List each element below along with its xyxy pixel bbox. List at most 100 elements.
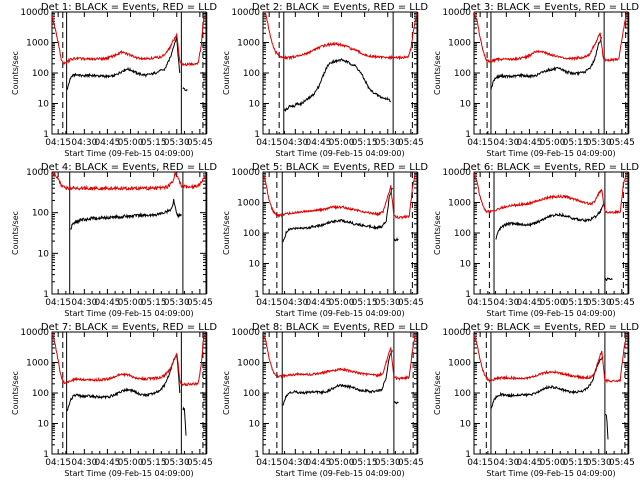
x-tick-label: 05:45 [398,458,424,468]
x-axis-label: Start Time (09-Feb-15 04:09:00) [275,309,404,318]
detector-panel-3: Det 3: BLACK = Events, RED = LLD Counts/s… [433,2,639,158]
x-tick-label: 04:45 [516,458,542,468]
x-tick-label: 04:15 [45,458,71,468]
x-tick-label: 04:30 [71,458,97,468]
x-tick-label: 05:45 [398,138,424,148]
lld-series-line [52,172,206,192]
lld-series-line [263,173,416,220]
y-tick-label: 1 [254,130,260,140]
x-tick-label: 05:15 [563,458,589,468]
detector-panel-2: Det 2: BLACK = Events, RED = LLD Counts/s… [222,2,428,158]
x-tick-label: 05:15 [563,298,589,308]
x-tick-label: 04:45 [305,298,331,308]
events-series-line [182,87,188,92]
plot-frame [51,331,207,455]
x-tick-label: 04:30 [71,138,97,148]
x-tick-label: 05:00 [118,138,144,148]
y-axis-label: Counts/sec [433,371,442,415]
y-tick-label: 1000 [26,168,49,178]
y-tick-label: 100 [243,229,260,239]
x-tick-label: 05:00 [329,138,355,148]
y-axis-label: Counts/sec [222,51,231,95]
x-tick-label: 05:45 [187,298,213,308]
detector-panel-5: Det 5: BLACK = Events, RED = LLD Counts/s… [222,162,428,318]
y-tick-label: 100 [454,229,471,239]
x-tick-label: 05:45 [609,138,635,148]
x-tick-label: 04:15 [256,298,282,308]
y-tick-label: 1 [43,290,49,300]
y-tick-label: 1000 [26,359,49,369]
events-series-line [66,35,181,90]
x-tick-label: 05:30 [164,458,190,468]
x-tick-label: 04:30 [282,138,308,148]
x-tick-label: 04:45 [305,138,331,148]
y-tick-label: 10000 [231,328,260,338]
x-axis-label: Start Time (09-Feb-15 04:09:00) [486,309,615,318]
y-tick-label: 1000 [26,39,49,49]
detector-panel-1: Det 1: BLACK = Events, RED = LLD Counts/s… [11,2,217,158]
y-tick-label: 100 [243,389,260,399]
events-series-line [182,406,187,436]
y-tick-label: 1 [43,130,49,140]
panel-title: Det 2: BLACK = Events, RED = LLD [252,2,429,13]
y-tick-label: 10000 [442,328,471,338]
x-axis-label: Start Time (09-Feb-15 04:09:00) [275,149,404,158]
x-tick-label: 05:45 [609,298,635,308]
x-axis-label: Start Time (09-Feb-15 04:09:00) [486,469,615,478]
y-tick-label: 10000 [20,328,49,338]
y-tick-label: 100 [454,69,471,79]
x-tick-label: 05:00 [540,458,566,468]
y-tick-label: 10000 [442,168,471,178]
x-tick-label: 04:30 [71,298,97,308]
x-tick-label: 05:15 [352,138,378,148]
x-tick-label: 05:30 [586,458,612,468]
y-tick-label: 10 [249,260,261,270]
y-tick-label: 100 [454,389,471,399]
y-tick-label: 10 [460,100,472,110]
y-tick-label: 1 [254,450,260,460]
events-series-line [604,277,613,282]
y-axis-label: Counts/sec [11,51,20,95]
x-axis-label: Start Time (09-Feb-15 04:09:00) [64,469,193,478]
y-tick-label: 10 [38,420,50,430]
events-series-line [70,198,182,231]
x-tick-label: 05:30 [375,138,401,148]
events-series-line [495,203,604,240]
x-tick-label: 04:15 [467,138,493,148]
panel-title: Det 5: BLACK = Events, RED = LLD [252,162,429,173]
x-tick-label: 05:15 [141,458,167,468]
x-tick-label: 04:15 [467,458,493,468]
y-axis-label: Counts/sec [222,371,231,415]
y-tick-label: 1000 [237,359,260,369]
y-tick-label: 10 [249,420,261,430]
y-tick-label: 10 [38,249,50,259]
events-series-line [282,187,393,243]
plot-frame [473,11,629,135]
panel-title: Det 8: BLACK = Events, RED = LLD [252,322,429,333]
x-tick-label: 04:15 [256,458,282,468]
x-tick-label: 05:15 [352,458,378,468]
y-tick-label: 10 [460,420,472,430]
x-tick-label: 05:15 [352,298,378,308]
x-tick-label: 05:30 [375,458,401,468]
x-tick-label: 05:00 [540,138,566,148]
events-series-line [604,413,609,440]
x-tick-label: 04:30 [493,138,519,148]
events-series-line [490,356,604,410]
plot-frame [51,11,207,135]
y-axis-label: Counts/sec [433,211,442,255]
x-tick-label: 04:45 [516,138,542,148]
x-tick-label: 04:15 [45,138,71,148]
y-tick-label: 100 [32,209,49,219]
detector-panel-4: Det 4: BLACK = Events, RED = LLD Counts/s… [11,162,217,318]
x-tick-label: 04:15 [256,138,282,148]
lld-series-line [263,333,416,381]
y-tick-label: 1 [465,130,471,140]
x-tick-label: 04:30 [493,458,519,468]
x-tick-label: 05:00 [329,298,355,308]
x-tick-label: 05:00 [118,458,144,468]
x-tick-label: 05:45 [187,458,213,468]
lld-series-line [474,173,627,215]
x-tick-label: 04:30 [493,298,519,308]
